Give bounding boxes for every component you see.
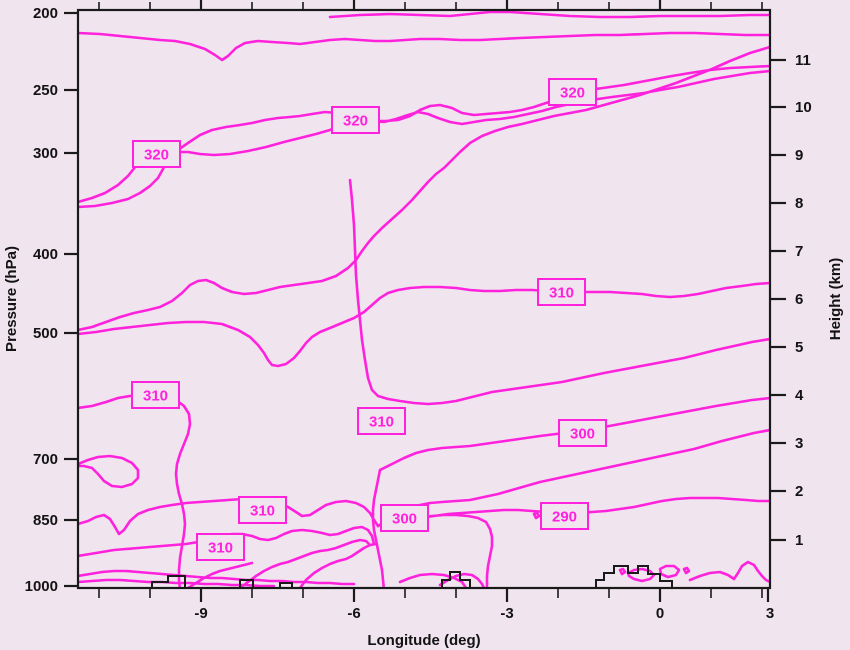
- plot-background: [78, 10, 770, 588]
- svg-text:250: 250: [33, 82, 58, 99]
- contour-label: 320: [331, 106, 380, 134]
- svg-text:320: 320: [560, 85, 585, 102]
- contour-label: 320: [548, 78, 597, 106]
- svg-text:11: 11: [795, 52, 811, 69]
- contour-line-tangle-2: [238, 538, 372, 588]
- svg-text:2: 2: [795, 483, 803, 500]
- svg-text:3: 3: [795, 435, 803, 452]
- svg-text:300: 300: [570, 426, 595, 443]
- svg-text:310: 310: [250, 503, 275, 520]
- svg-text:400: 400: [33, 246, 58, 263]
- svg-text:6: 6: [795, 291, 803, 308]
- contour-line-surface-left: [78, 569, 356, 586]
- contour-label: 310: [537, 278, 586, 306]
- contour-line-310-bubble: [78, 454, 140, 489]
- contour-line-300-front: [371, 468, 386, 588]
- contour-cell-dot-2: [682, 566, 691, 575]
- contour-line-330: [78, 31, 770, 62]
- y-axis-right-title: Height (km): [827, 258, 844, 341]
- contour-cell-dot-1: [618, 567, 627, 576]
- contour-label: 320: [132, 140, 181, 168]
- contour-group: [78, 10, 770, 588]
- contour-label: 310: [131, 381, 180, 409]
- svg-text:310: 310: [143, 388, 168, 405]
- x-axis-top-ticks: [98, 0, 763, 10]
- y-axis-left-ticks: [64, 11, 78, 588]
- x-axis-title: Longitude (deg): [367, 632, 480, 649]
- contour-label: 310: [357, 407, 406, 435]
- contour-labels: 320 320 320 310 310 310: [131, 78, 607, 561]
- svg-text:500: 500: [33, 325, 58, 342]
- contour-line-tangle-1: [298, 542, 378, 588]
- terrain-group: [78, 565, 770, 588]
- svg-text:4: 4: [795, 387, 804, 404]
- svg-text:1000: 1000: [25, 578, 58, 595]
- svg-text:300: 300: [392, 511, 417, 528]
- svg-text:850: 850: [33, 512, 58, 529]
- contour-label: 300: [380, 504, 429, 532]
- contour-line-top: [328, 10, 770, 19]
- svg-text:300: 300: [33, 145, 58, 162]
- contour-line-300-upper: [378, 396, 770, 472]
- contour-line-surface-left-2: [78, 578, 276, 588]
- contour-label: 310: [238, 496, 287, 524]
- y-axis-right-labels: 11 10 9 8 7 6 5 4 3 2 1: [795, 52, 812, 549]
- contour-line-310-mid: [348, 178, 770, 406]
- contour-cell-small-2: [658, 564, 681, 579]
- svg-text:3: 3: [766, 605, 774, 622]
- y-axis-left-labels: 200 250 300 400 500 700 850 1000: [25, 5, 58, 595]
- contour-line-300-nub: [398, 572, 468, 588]
- contour-cell-dot-3: [532, 511, 541, 520]
- svg-text:10: 10: [795, 99, 812, 116]
- svg-text:9: 9: [795, 147, 803, 164]
- svg-text:-3: -3: [500, 605, 513, 622]
- y-axis-left-title: Pressure (hPa): [3, 246, 20, 352]
- svg-text:5: 5: [795, 339, 803, 356]
- contour-label: 310: [196, 533, 245, 561]
- svg-text:310: 310: [549, 285, 574, 302]
- svg-text:-6: -6: [347, 605, 360, 622]
- contour-line-tangle-3: [186, 561, 254, 588]
- contour-label: 300: [558, 419, 607, 447]
- contour-line-320-front: [78, 45, 770, 332]
- contour-line-300-left: [78, 525, 376, 558]
- svg-text:0: 0: [656, 605, 664, 622]
- svg-text:8: 8: [795, 195, 803, 212]
- x-axis-ticks: [98, 588, 770, 602]
- contour-line-290: [418, 496, 770, 588]
- svg-text:290: 290: [552, 509, 577, 526]
- svg-text:320: 320: [144, 147, 169, 164]
- svg-text:200: 200: [33, 5, 58, 22]
- contour-line-surface-right: [688, 560, 770, 584]
- y-axis-right-ticks: [770, 58, 786, 542]
- svg-text:700: 700: [33, 451, 58, 468]
- svg-text:310: 310: [208, 540, 233, 557]
- contour-line-310-upper: [78, 281, 770, 368]
- svg-text:320: 320: [343, 113, 368, 130]
- x-axis-labels: -9 -6 -3 0 3: [194, 605, 774, 622]
- svg-text:310: 310: [369, 414, 394, 431]
- svg-text:1: 1: [795, 532, 803, 549]
- svg-text:7: 7: [795, 243, 803, 260]
- contour-label: 290: [540, 502, 589, 530]
- svg-text:-9: -9: [194, 605, 207, 622]
- terrain-profile: [78, 565, 770, 588]
- contour-line-310-lower: [78, 496, 380, 536]
